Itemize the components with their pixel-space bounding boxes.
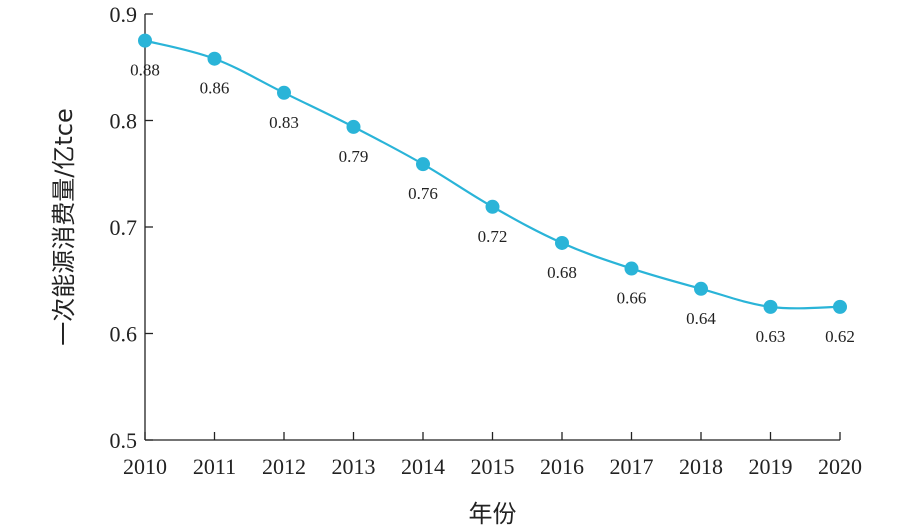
data-label-2020: 0.62: [825, 327, 855, 346]
data-point-2016: [555, 235, 569, 250]
x-tick-label-9: 2019: [749, 454, 793, 479]
x-tick-label-5: 2015: [471, 454, 515, 479]
data-label-2010: 0.88: [130, 61, 160, 80]
x-tick-label-2: 2012: [262, 454, 306, 479]
x-tick-label-3: 2013: [332, 454, 376, 479]
y-tick-label-0: 0.5: [110, 428, 138, 453]
data-label-2015: 0.72: [478, 227, 508, 246]
x-axis-title: 年份: [469, 500, 517, 528]
data-label-2019: 0.63: [756, 327, 786, 346]
series-group: [138, 33, 847, 314]
x-tick-label-8: 2018: [679, 454, 723, 479]
data-label-2017: 0.66: [617, 289, 647, 308]
x-tick-label-10: 2020: [818, 454, 862, 479]
x-tick-label-4: 2014: [401, 454, 445, 479]
data-label-2018: 0.64: [686, 309, 716, 328]
data-label-2014: 0.76: [408, 184, 438, 203]
axes: 0.5 0.6 0.7 0.8 0.9 2010 2011 2012 2013 2014 2015 2…: [110, 2, 863, 479]
x-tick-label-7: 2017: [610, 454, 654, 479]
data-point-2012: [277, 85, 291, 100]
x-tick-label-6: 2016: [540, 454, 584, 479]
data-point-2014: [416, 157, 430, 172]
y-tick-label-3: 0.8: [110, 109, 138, 134]
data-label-2016: 0.68: [547, 263, 577, 282]
y-axis-title: 一次能源消费量/亿tce: [50, 108, 78, 345]
data-label-2011: 0.86: [200, 79, 230, 98]
data-labels-group: 0.88 0.86 0.83 0.79 0.76 0.72 0.68 0.66 0.64 0.63…: [130, 61, 855, 346]
y-tick-label-2: 0.7: [110, 215, 138, 240]
data-point-2020: [833, 299, 847, 314]
data-point-2013: [346, 119, 361, 134]
data-point-2019: [763, 299, 778, 314]
x-tick-label-1: 2011: [193, 454, 236, 479]
data-point-2011: [207, 51, 222, 66]
data-point-2017: [624, 261, 639, 276]
data-point-2018: [694, 281, 708, 296]
x-tick-label-0: 2010: [123, 454, 167, 479]
y-tick-label-4: 0.9: [110, 2, 138, 27]
data-label-2012: 0.83: [269, 113, 299, 132]
y-tick-label-1: 0.6: [110, 322, 138, 347]
data-label-2013: 0.79: [339, 147, 369, 166]
data-point-2010: [138, 33, 152, 48]
series-line-0: [144, 39, 841, 310]
data-point-2015: [485, 199, 500, 214]
